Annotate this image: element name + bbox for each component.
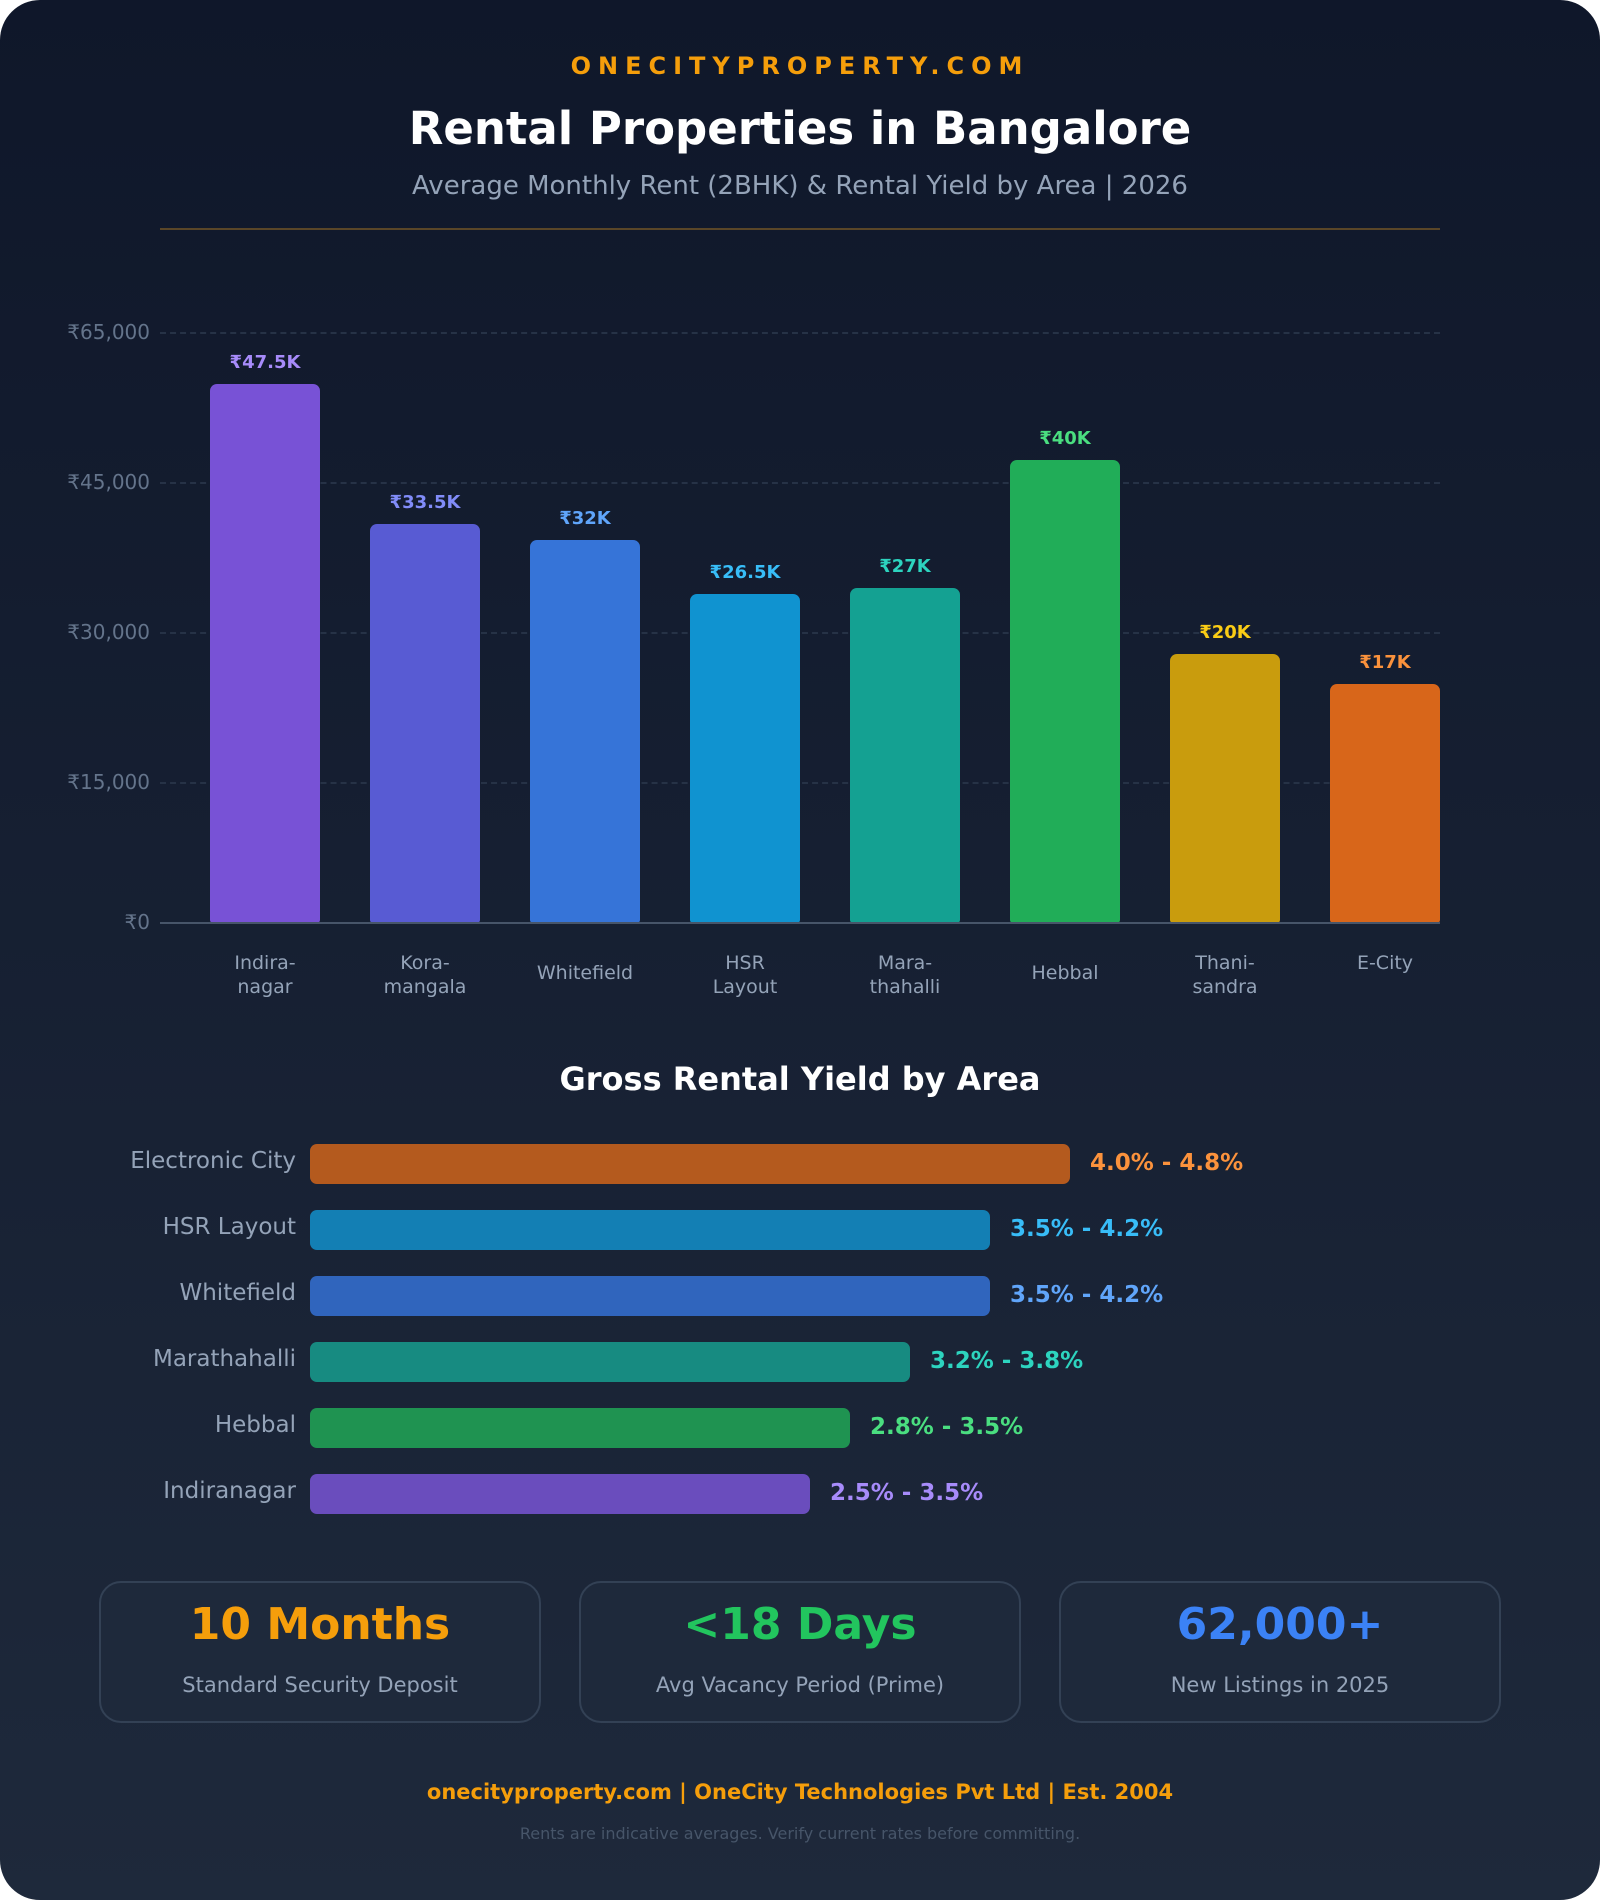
yield-area-label: Indiranagar [163,1478,296,1504]
x-axis-label: Thani- sandra [1192,952,1258,998]
stat-label: Avg Vacancy Period (Prime) [655,1673,945,1697]
gridline [160,632,1440,634]
page-subtitle: Average Monthly Rent (2BHK) & Rental Yie… [412,171,1188,201]
yield-range-label: 2.5% - 3.5% [830,1480,984,1506]
bar-value-label: ₹26.5K [709,562,781,583]
x-axis-label: Indira- nagar [234,952,296,998]
stat-value: 62,000+ [1176,1599,1384,1650]
footer-credit: onecityproperty.com | OneCity Technologi… [426,1780,1174,1804]
x-axis-line [160,922,1440,924]
bar-marathahalli[interactable] [850,588,960,923]
yield-bar-hebbal[interactable] [310,1408,850,1448]
bar-value-label: ₹17K [1359,652,1411,673]
yield-section-title: Gross Rental Yield by Area [559,1060,1041,1098]
stat-card-vacancy-period: <18 Days Avg Vacancy Period (Prime) [579,1581,1021,1723]
x-axis-label: Whitefield [536,962,634,984]
yield-bar-hsr-layout[interactable] [310,1210,990,1250]
bar-hsr-layout[interactable] [690,594,800,923]
gridline [160,482,1440,484]
bar-hebbal[interactable] [1010,460,1120,923]
x-axis-label: Mara- thahalli [869,952,941,998]
bar-value-label: ₹27K [879,556,931,577]
yield-area-label: Marathahalli [152,1346,296,1372]
stat-card-security-deposit: 10 Months Standard Security Deposit [99,1581,541,1723]
yield-bar-electronic-city[interactable] [310,1144,1070,1184]
footer-disclaimer: Rents are indicative averages. Verify cu… [519,1824,1081,1843]
yield-area-label: Electronic City [130,1148,296,1174]
yield-range-label: 3.5% - 4.2% [1010,1282,1164,1308]
yield-range-label: 3.2% - 3.8% [930,1348,1084,1374]
brand-label: ONECITYPROPERTY.COM [570,52,1030,80]
gridline [160,332,1440,334]
bar-whitefield[interactable] [530,540,640,923]
x-axis-label: Kora- mangala [383,952,467,998]
x-axis-label: Hebbal [1031,962,1099,984]
yield-range-label: 3.5% - 4.2% [1010,1216,1164,1242]
y-tick-label: ₹45,000 [67,470,150,494]
header-divider [160,228,1440,230]
bar-e-city[interactable] [1330,684,1440,923]
yield-area-label: Hebbal [214,1412,296,1438]
y-tick-label: ₹15,000 [67,770,150,794]
bar-value-label: ₹40K [1039,428,1091,449]
stat-card-new-listings: 62,000+ New Listings in 2025 [1059,1581,1501,1723]
yield-range-label: 4.0% - 4.8% [1090,1150,1244,1176]
bar-value-label: ₹20K [1199,622,1251,643]
x-axis-label: HSR Layout [712,952,778,998]
yield-bar-indiranagar[interactable] [310,1474,810,1514]
yield-bar-marathahalli[interactable] [310,1342,910,1382]
bar-value-label: ₹33.5K [389,492,461,513]
y-tick-label: ₹30,000 [67,620,150,644]
y-tick-label: ₹65,000 [67,320,150,344]
bar-value-label: ₹47.5K [229,352,301,373]
gridline [160,782,1440,784]
stat-label: New Listings in 2025 [1170,1673,1390,1697]
bar-value-label: ₹32K [559,508,611,529]
page-title: Rental Properties in Bangalore [408,102,1192,155]
stat-label: Standard Security Deposit [182,1673,458,1697]
stat-value: 10 Months [189,1599,451,1650]
x-axis-label: E-City [1356,952,1414,974]
stat-value: <18 Days [683,1599,917,1650]
bar-indiranagar[interactable] [210,384,320,923]
yield-area-label: Whitefield [179,1280,296,1306]
yield-area-label: HSR Layout [162,1214,296,1240]
bar-thanisandra[interactable] [1170,654,1280,923]
y-tick-label: ₹0 [124,910,150,934]
yield-range-label: 2.8% - 3.5% [870,1414,1024,1440]
bar-koramangala[interactable] [370,524,480,923]
yield-bar-whitefield[interactable] [310,1276,990,1316]
